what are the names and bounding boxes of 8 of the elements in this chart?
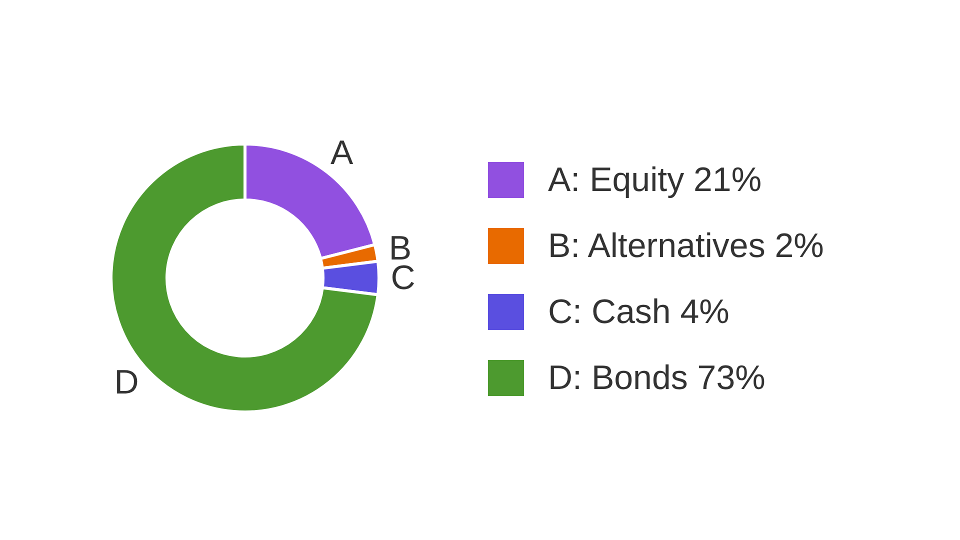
donut-slice: [110, 142, 380, 414]
text: A: [330, 134, 354, 172]
legend-label: D: Bonds 73%: [548, 359, 766, 397]
text: C: [390, 259, 416, 297]
legend-label: A: Equity 21%: [548, 161, 762, 199]
legend-label: C: Cash 4%: [548, 293, 730, 331]
text: D: [114, 363, 139, 402]
legend-label: B: Alternatives 2%: [548, 227, 824, 265]
